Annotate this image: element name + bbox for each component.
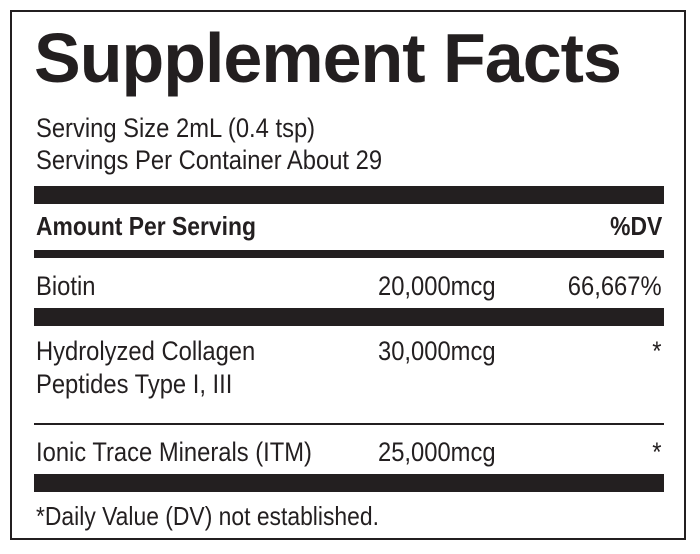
servings-per-container: Servings Per Container About 29	[36, 145, 383, 175]
header-divider	[34, 250, 664, 258]
biotin-amount: 20,000mcg	[378, 271, 496, 301]
label-title: Supplement Facts	[34, 19, 622, 97]
collagen-amount: 30,000mcg	[378, 336, 496, 366]
ionic-trace-minerals-amount: 25,000mcg	[378, 437, 496, 467]
thick-divider-bottom	[34, 474, 664, 492]
daily-value-header: %DV	[609, 211, 662, 241]
ionic-trace-minerals-daily-value: *	[652, 437, 662, 467]
biotin-daily-value: 66,667%	[568, 271, 662, 301]
thick-divider-middle	[34, 308, 664, 326]
thick-divider-top	[34, 186, 664, 204]
daily-value-footnote: *Daily Value (DV) not established.	[36, 501, 379, 531]
biotin-name: Biotin	[36, 271, 96, 301]
collagen-daily-value: *	[652, 336, 662, 366]
serving-size: Serving Size 2mL (0.4 tsp)	[36, 113, 316, 143]
thin-divider	[34, 423, 664, 425]
amount-per-serving-header: Amount Per Serving	[36, 211, 256, 241]
supplement-facts-panel: Supplement Facts Serving Size 2mL (0.4 t…	[10, 10, 686, 540]
collagen-name-line2: Peptides Type I, III	[36, 369, 233, 399]
collagen-name-line1: Hydrolyzed Collagen	[36, 336, 256, 366]
ionic-trace-minerals-name: Ionic Trace Minerals (ITM)	[36, 437, 312, 467]
